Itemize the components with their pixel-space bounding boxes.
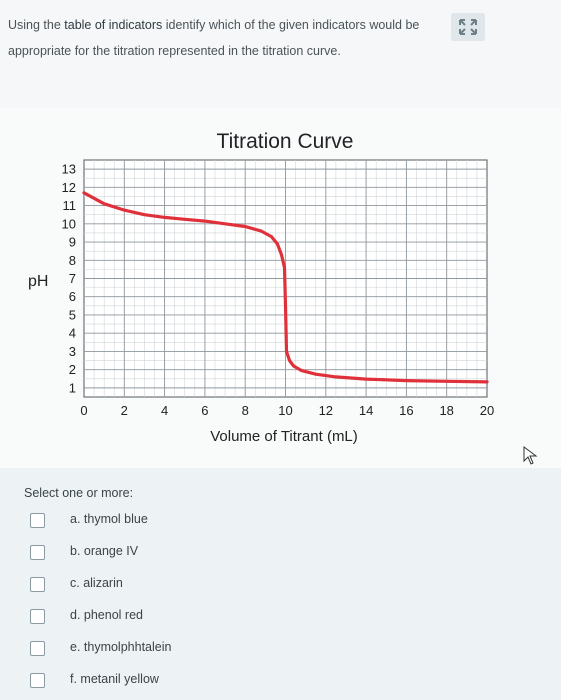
x-tick-label: 4 (161, 403, 168, 418)
question-text-end: identify which of the given indicators w… (8, 18, 420, 58)
answer-panel (0, 468, 561, 700)
x-tick-label: 6 (201, 403, 208, 418)
option-d-checkbox[interactable] (30, 609, 45, 624)
option-c-label[interactable]: c. alizarin (70, 576, 123, 590)
x-axis-label: Volume of Titrant (mL) (210, 428, 358, 445)
option-e-checkbox[interactable] (30, 641, 45, 656)
y-tick-label: 3 (69, 344, 76, 359)
option-b-checkbox[interactable] (30, 545, 45, 560)
y-tick-label: 1 (69, 380, 76, 395)
question-text: Using the table of indicators identify w… (8, 12, 428, 64)
option-f-label[interactable]: f. metanil yellow (70, 672, 159, 686)
chart-title: Titration Curve (216, 130, 354, 153)
y-tick-label: 4 (69, 326, 76, 341)
y-tick-label: 13 (62, 162, 76, 177)
expand-arrows-icon (459, 19, 477, 35)
x-tick-label: 16 (399, 403, 413, 418)
y-tick-label: 6 (69, 289, 76, 304)
x-tick-label: 8 (242, 403, 249, 418)
option-b-label[interactable]: b. orange IV (70, 544, 139, 558)
titration-curve-line (82, 191, 489, 384)
question-text-start: Using the (8, 18, 65, 32)
option-c-checkbox[interactable] (30, 577, 45, 592)
y-tick-label: 5 (69, 307, 76, 322)
x-tick-label: 12 (319, 403, 333, 418)
option-a-checkbox[interactable] (30, 513, 45, 528)
y-tick-label: 2 (69, 362, 76, 377)
y-tick-label: 12 (62, 180, 76, 195)
option-d-label[interactable]: d. phenol red (70, 608, 143, 622)
expand-button[interactable] (451, 13, 485, 41)
y-tick-label: 10 (62, 216, 76, 231)
x-tick-label: 14 (359, 403, 373, 418)
y-tick-label: 9 (69, 235, 76, 250)
x-tick-label: 18 (439, 403, 453, 418)
y-tick-label: 8 (69, 253, 76, 268)
y-axis-label: pH (28, 273, 49, 290)
option-a-label[interactable]: a. thymol blue (70, 512, 148, 526)
x-tick-label: 2 (121, 403, 128, 418)
indicator-table-link[interactable]: table of indicators (64, 18, 163, 32)
x-tick-label: 20 (480, 403, 494, 418)
x-tick-label: 10 (278, 403, 292, 418)
y-tick-label: 7 (69, 271, 76, 286)
y-tick-label: 11 (63, 198, 77, 213)
option-f-checkbox[interactable] (30, 673, 45, 688)
select-prompt: Select one or more: (24, 486, 134, 500)
mouse-cursor-icon (523, 446, 538, 465)
x-tick-label: 0 (80, 403, 87, 418)
option-e-label[interactable]: e. thymolphhtalein (70, 640, 172, 654)
